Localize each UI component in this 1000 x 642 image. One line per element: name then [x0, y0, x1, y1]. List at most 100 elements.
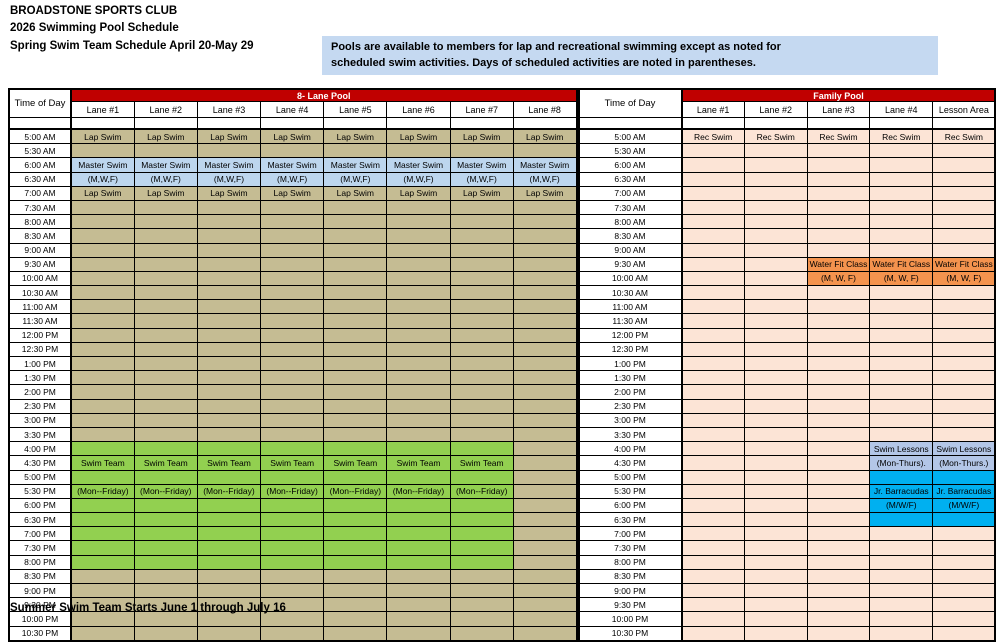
schedule-cell: Master Swim	[260, 157, 325, 173]
schedule-cell	[133, 270, 198, 287]
time-cell: 12:30 PM	[8, 341, 72, 358]
schedule-cell	[196, 497, 262, 514]
schedule-cell: (M, W, F)	[806, 270, 871, 287]
schedule-cell	[449, 497, 514, 514]
schedule-cell	[512, 455, 578, 471]
schedule-cell	[70, 228, 135, 244]
time-cell: 8:00 AM	[578, 214, 683, 230]
schedule-cell	[386, 327, 451, 343]
schedule-cell: (Mon--Friday)	[260, 483, 325, 499]
schedule-cell	[323, 299, 388, 315]
schedule-cell: Swim Team	[260, 455, 325, 471]
schedule-cell	[681, 171, 745, 187]
schedule-cell: Master Swim	[386, 157, 451, 173]
schedule-cell	[512, 568, 578, 585]
schedule-cell	[806, 242, 871, 258]
schedule-cell	[449, 540, 514, 556]
schedule-cell	[743, 426, 808, 443]
time-cell: 8:00 PM	[8, 554, 72, 570]
time-cell: 5:30 PM	[8, 483, 72, 499]
schedule-cell	[932, 426, 996, 443]
schedule-cell	[133, 228, 198, 244]
schedule-cell	[386, 370, 451, 386]
table-row: 10:00 PM	[8, 611, 578, 627]
schedule-cell	[323, 554, 388, 570]
spacer-cell	[260, 117, 325, 130]
schedule-cell	[70, 398, 135, 414]
schedule-cell	[681, 483, 745, 499]
schedule-cell	[449, 384, 514, 400]
table-row: 12:00 PM	[578, 327, 996, 343]
schedule-cell	[70, 143, 135, 159]
schedule-cell	[133, 256, 198, 272]
table-row: 5:00 AM Lap Swim Lap Swim Lap Swim Lap Swim L…	[8, 128, 578, 145]
schedule-cell	[681, 597, 745, 613]
time-cell: 6:00 AM	[8, 157, 72, 173]
schedule-cell: Lap Swim	[323, 128, 388, 145]
lane-header: Lane #5	[323, 101, 388, 118]
time-cell: 1:30 PM	[8, 370, 72, 386]
lane-header: Lane #3	[806, 101, 871, 118]
schedule-cell	[386, 398, 451, 414]
schedule-cell	[196, 554, 262, 570]
schedule-cell	[449, 313, 514, 329]
schedule-cell: (M,W,F)	[323, 171, 388, 187]
table-row: 7:00 AM Lap Swim Lap Swim Lap Swim Lap Swim L…	[8, 185, 578, 201]
time-cell: 6:00 AM	[578, 157, 683, 173]
table-row: 12:30 PM	[578, 341, 996, 358]
spacer-cell	[133, 117, 198, 130]
table-row: 10:30 AM	[8, 285, 578, 301]
table-row: 1:00 PM	[8, 355, 578, 372]
schedule-cell	[196, 512, 262, 528]
schedule-cell	[449, 554, 514, 570]
schedule-cell	[260, 270, 325, 287]
schedule-cell	[196, 242, 262, 258]
table-row: 1:30 PM	[578, 370, 996, 386]
schedule-cell	[133, 625, 198, 642]
schedule-cell	[260, 327, 325, 343]
schedule-cell	[681, 370, 745, 386]
schedule-cell	[681, 327, 745, 343]
schedule-cell	[932, 554, 996, 570]
schedule-cell	[196, 625, 262, 642]
schedule-cell	[196, 412, 262, 428]
pool-title: Family Pool	[681, 88, 996, 102]
schedule-cell	[260, 313, 325, 329]
time-cell: 10:00 PM	[8, 611, 72, 627]
table-row: 5:30 PM (Mon--Friday) (Mon--Friday) (Mon--F…	[8, 483, 578, 499]
schedule-cell	[260, 412, 325, 428]
schedule-subtitle: 2026 Swimming Pool Schedule	[10, 22, 179, 35]
lane-header: Lane #3	[196, 101, 262, 118]
time-cell: 7:00 PM	[8, 526, 72, 542]
schedule-cell	[323, 143, 388, 159]
schedule-cell	[386, 611, 451, 627]
schedule-cell: Lap Swim	[386, 128, 451, 145]
schedule-cell	[869, 242, 934, 258]
schedule-cell	[512, 540, 578, 556]
schedule-cell	[512, 242, 578, 258]
schedule-cell	[323, 412, 388, 428]
schedule-cell	[512, 384, 578, 400]
schedule-cell	[806, 171, 871, 187]
schedule-cell: (Mon--Friday)	[449, 483, 514, 499]
schedule-cell: Lap Swim	[70, 185, 135, 201]
schedule-cell	[133, 242, 198, 258]
schedule-cell	[70, 285, 135, 301]
schedule-cell	[133, 540, 198, 556]
schedule-cell	[386, 355, 451, 372]
schedule-cell: Lap Swim	[449, 128, 514, 145]
schedule-cell	[133, 370, 198, 386]
time-cell: 9:30 AM	[8, 256, 72, 272]
schedule-cell	[70, 497, 135, 514]
schedule-cell	[512, 299, 578, 315]
schedule-cell	[932, 214, 996, 230]
schedule-cell	[323, 242, 388, 258]
schedule-cell	[869, 370, 934, 386]
schedule-cell	[449, 370, 514, 386]
schedule-cell	[681, 299, 745, 315]
schedule-cell	[681, 199, 745, 216]
table-row: 8:30 AM	[8, 228, 578, 244]
schedule-cell: Master Swim	[70, 157, 135, 173]
schedule-cell	[449, 214, 514, 230]
schedule-cell	[743, 469, 808, 485]
